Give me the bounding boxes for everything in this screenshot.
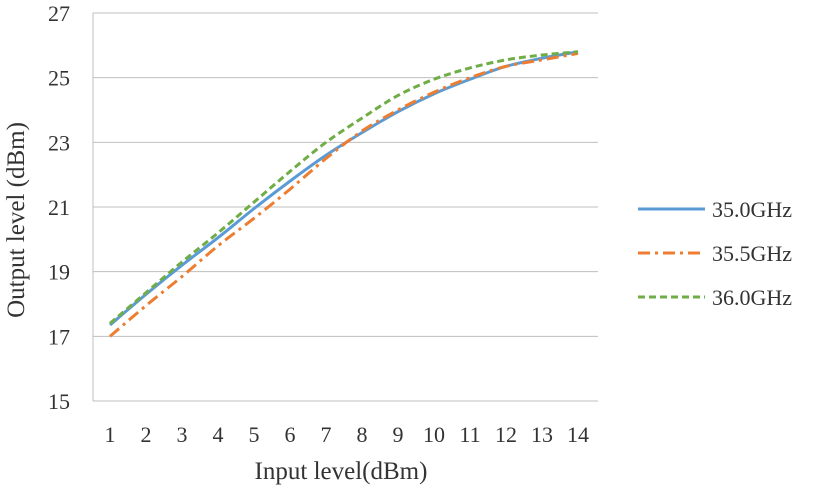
y-tick-label: 27 (48, 1, 70, 26)
x-tick-label: 13 (531, 422, 553, 447)
y-tick-label: 19 (48, 260, 70, 285)
x-tick-label: 4 (213, 422, 224, 447)
y-axis-title: Output level (dBm) (3, 122, 30, 318)
y-tick-label: 25 (48, 66, 70, 91)
legend-label: 36.0GHz (712, 285, 792, 310)
x-tick-label: 6 (285, 422, 296, 447)
legend-label: 35.5GHz (712, 241, 792, 266)
x-axis-title: Input level(dBm) (255, 458, 428, 485)
x-tick-label: 14 (567, 422, 589, 447)
x-tick-label: 8 (357, 422, 368, 447)
x-tick-label: 3 (177, 422, 188, 447)
x-tick-label: 10 (423, 422, 445, 447)
x-tick-label: 11 (459, 422, 480, 447)
legend-label: 35.0GHz (712, 197, 792, 222)
x-tick-label: 1 (105, 422, 116, 447)
y-tick-label: 17 (48, 324, 70, 349)
x-tick-label: 2 (141, 422, 152, 447)
y-tick-label: 23 (48, 130, 70, 155)
series-lines (109, 50, 579, 338)
y-tick-label: 21 (48, 195, 70, 220)
x-tick-label: 12 (495, 422, 517, 447)
y-tick-label: 15 (48, 389, 70, 414)
series-line-35.5GHz (109, 51, 579, 338)
gridlines (93, 12, 598, 402)
series-line-35.0GHz (109, 50, 579, 327)
x-tick-label: 9 (393, 422, 404, 447)
legend: 35.0GHz 35.5GHz 36.0GHz (638, 197, 792, 310)
axes (92, 13, 598, 402)
x-tick-label: 5 (249, 422, 260, 447)
series-line-36.0GHz (109, 50, 579, 325)
x-tick-label: 7 (321, 422, 332, 447)
